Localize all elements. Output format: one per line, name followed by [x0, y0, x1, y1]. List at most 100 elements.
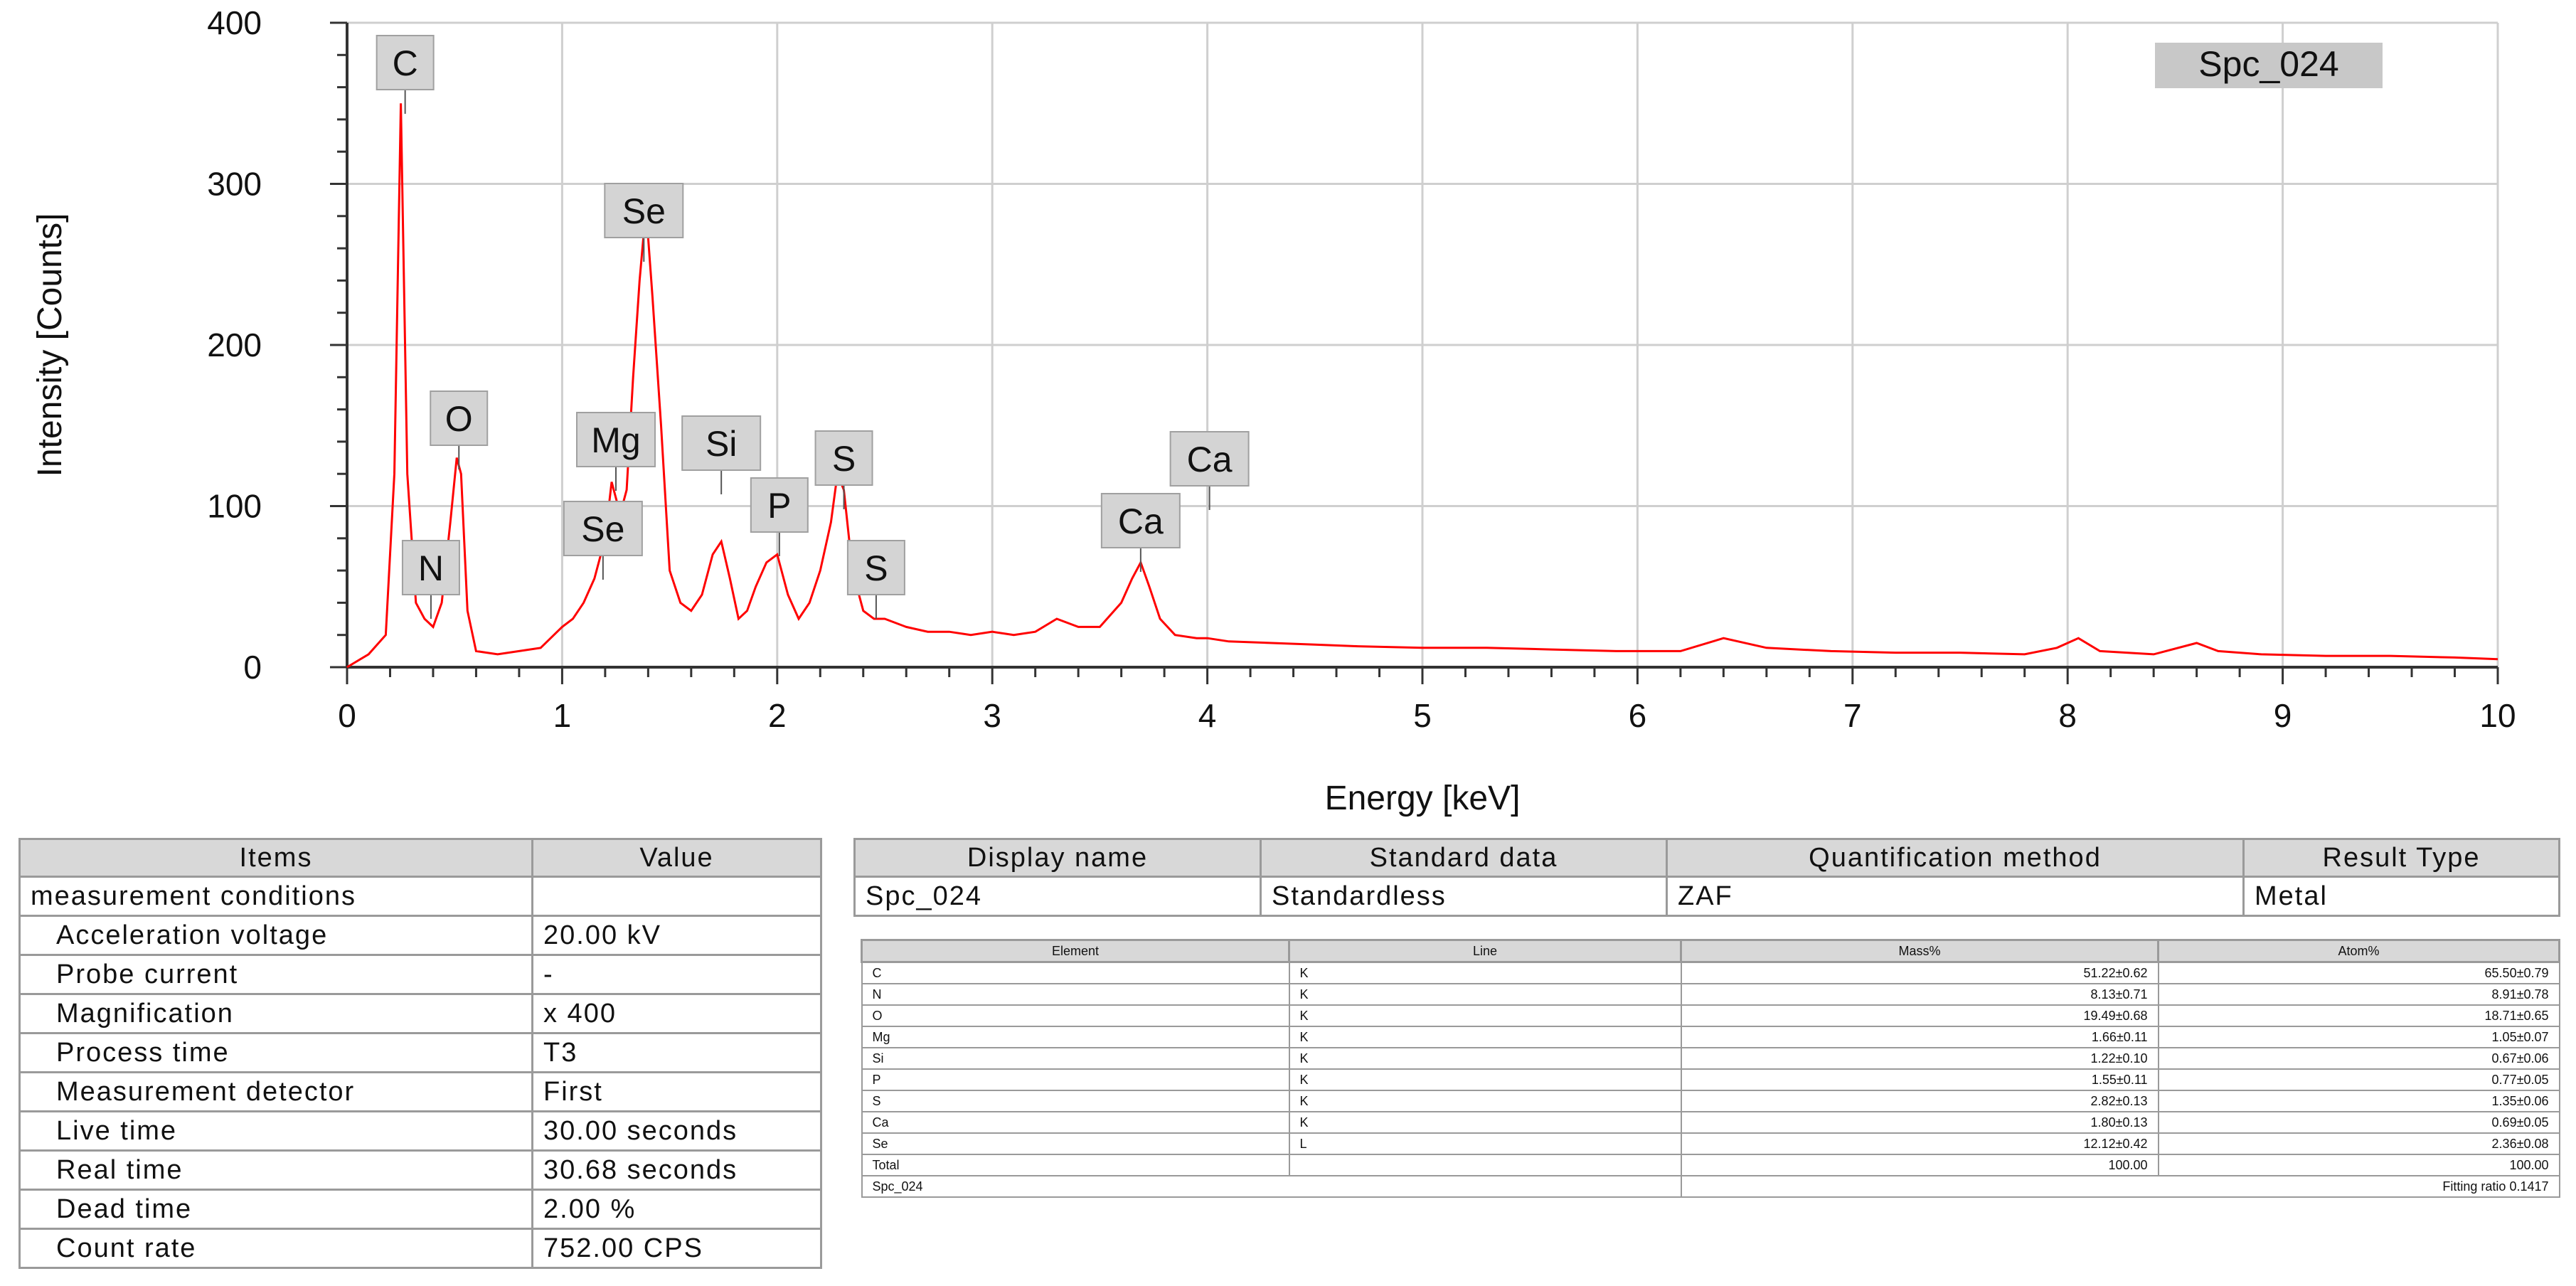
- result-type-value: Metal: [2242, 876, 2560, 917]
- peak-label: S: [814, 430, 873, 509]
- condition-row: Magnification x 400: [18, 993, 822, 1034]
- display-name-value: Spc_024: [853, 876, 1262, 917]
- peak-label-text: P: [767, 486, 791, 526]
- mass-percent-cell: 1.55±0.11: [1680, 1068, 2159, 1091]
- peak-label-text: Ca: [1187, 440, 1233, 479]
- peak-label-text: Ca: [1118, 501, 1164, 541]
- line-cell: K: [1288, 1111, 1682, 1134]
- quantification-method-header: Quantification method: [1666, 838, 2245, 878]
- peak-label-text: Se: [622, 191, 666, 231]
- condition-item: Magnification: [18, 993, 533, 1034]
- legend-box: [2155, 43, 2383, 88]
- display-name-header: Display name: [853, 838, 1262, 878]
- peak-label: Mg: [576, 412, 656, 491]
- condition-value: [531, 876, 822, 917]
- quant-row: Ca K 1.80±0.13 0.69±0.05: [861, 1111, 2560, 1134]
- atom-percent-cell: 65.50±0.79: [2157, 961, 2560, 984]
- quant-row: O K 19.49±0.68 18.71±0.65: [861, 1004, 2560, 1027]
- spectrum-info-table: Display name Standard data Quantificatio…: [853, 838, 2560, 917]
- x-tick-label: 0: [338, 697, 356, 734]
- quantification-method-value: ZAF: [1666, 876, 2245, 917]
- element-cell: Mg: [861, 1026, 1290, 1048]
- quantification-results-table: Element Line Mass% Atom% C K 51.22±0.62 65.…: [861, 939, 2560, 1198]
- line-cell: K: [1288, 1004, 1682, 1027]
- peak-label-text: O: [445, 399, 473, 439]
- line-cell: K: [1288, 961, 1682, 984]
- peak-label: O: [430, 390, 489, 469]
- mass-percent-cell: 51.22±0.62: [1680, 961, 2159, 984]
- atom-percent-cell: 0.67±0.06: [2157, 1047, 2560, 1070]
- element-cell: Se: [861, 1132, 1290, 1155]
- x-tick-label: 3: [983, 697, 1001, 734]
- condition-row: Probe current -: [18, 954, 822, 995]
- mass-header: Mass%: [1680, 939, 2159, 963]
- mass-percent-cell: 1.22±0.10: [1680, 1047, 2159, 1070]
- peak-label: Se: [563, 501, 643, 580]
- peak-label-text: Mg: [591, 420, 640, 460]
- atom-percent-cell: 0.69±0.05: [2157, 1111, 2560, 1134]
- peak-label-box: [1169, 431, 1250, 487]
- peak-label-box: [814, 430, 873, 486]
- element-cell: N: [861, 983, 1290, 1006]
- peak-label-box: [401, 540, 460, 595]
- peak-label: Se: [604, 183, 684, 262]
- mass-percent-cell: 1.80±0.13: [1680, 1111, 2159, 1134]
- line-cell: L: [1288, 1132, 1682, 1155]
- condition-value: 30.68 seconds: [531, 1149, 822, 1191]
- condition-row: Measurement detector First: [18, 1071, 822, 1112]
- atom-percent-cell: 100.00: [2157, 1154, 2560, 1176]
- condition-value: -: [531, 954, 822, 995]
- quant-row: Si K 1.22±0.10 0.67±0.06: [861, 1047, 2560, 1070]
- peak-label-box: [576, 412, 656, 467]
- mass-percent-cell: 19.49±0.68: [1680, 1004, 2159, 1027]
- mass-percent-cell: 8.13±0.71: [1680, 983, 2159, 1006]
- x-axis-title: Energy [keV]: [1325, 780, 1521, 817]
- element-header: Element: [861, 939, 1290, 963]
- x-tick-label: 8: [2058, 697, 2077, 734]
- quant-footer-row: Spc_024 Fitting ratio 0.1417: [861, 1175, 2560, 1198]
- mass-percent-cell: 100.00: [1680, 1154, 2159, 1176]
- atom-header: Atom%: [2157, 939, 2560, 963]
- condition-value: 20.00 kV: [531, 915, 822, 956]
- x-tick-label: 1: [553, 697, 572, 734]
- atom-percent-cell: 0.77±0.05: [2157, 1068, 2560, 1091]
- y-tick-label: 200: [207, 326, 262, 363]
- line-cell: K: [1288, 983, 1682, 1006]
- peak-label: C: [376, 35, 435, 114]
- condition-row: Process time T3: [18, 1032, 822, 1073]
- line-cell: K: [1288, 1068, 1682, 1091]
- x-tick-label: 5: [1413, 697, 1432, 734]
- quant-row: C K 51.22±0.62 65.50±0.79: [861, 961, 2560, 984]
- peak-label-text: Se: [581, 509, 624, 549]
- condition-row: Dead time 2.00 %: [18, 1189, 822, 1230]
- x-tick-label: 6: [1629, 697, 1647, 734]
- condition-item: Real time: [18, 1149, 533, 1191]
- mass-percent-cell: 12.12±0.42: [1680, 1132, 2159, 1155]
- peak-label-box: [604, 183, 684, 238]
- peak-label-text: S: [832, 439, 856, 479]
- peak-label-box: [563, 501, 643, 556]
- condition-item: Dead time: [18, 1189, 533, 1230]
- peak-label-text: N: [418, 548, 444, 588]
- peak-label-box: [750, 477, 809, 533]
- peak-label-text: Si: [706, 424, 737, 464]
- line-cell: K: [1288, 1026, 1682, 1048]
- x-tick-label: 10: [2479, 697, 2516, 734]
- element-cell: C: [861, 961, 1290, 984]
- peak-label-box: [430, 390, 489, 446]
- element-cell: Total: [861, 1154, 1290, 1176]
- x-tick-label: 4: [1198, 697, 1217, 734]
- measurement-conditions-table: Items Value measurement conditions Accele…: [18, 838, 822, 1269]
- condition-row: Acceleration voltage 20.00 kV: [18, 915, 822, 956]
- peak-label-text: C: [393, 43, 418, 83]
- y-axis-title: Intensity [Counts]: [31, 213, 69, 477]
- element-cell: P: [861, 1068, 1290, 1091]
- peak-label: N: [401, 540, 460, 619]
- quant-row: Total 100.00 100.00: [861, 1154, 2560, 1176]
- quant-row: Se L 12.12±0.42 2.36±0.08: [861, 1132, 2560, 1155]
- result-type-header: Result Type: [2242, 838, 2560, 878]
- element-cell: O: [861, 1004, 1290, 1027]
- condition-value: 752.00 CPS: [531, 1228, 822, 1269]
- condition-row: Count rate 752.00 CPS: [18, 1228, 822, 1269]
- condition-value: 30.00 seconds: [531, 1110, 822, 1152]
